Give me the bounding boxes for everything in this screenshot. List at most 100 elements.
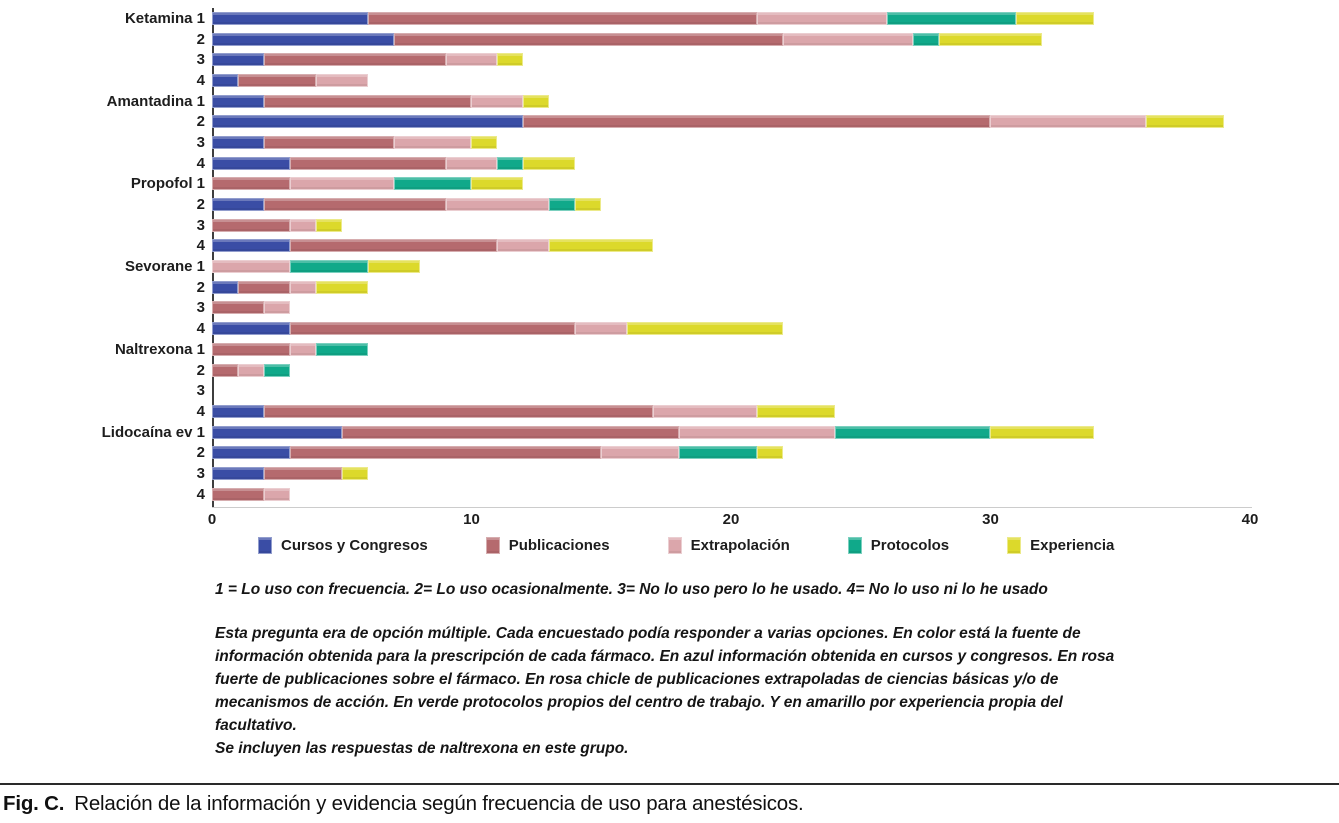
bar-row: 3 [0,132,1339,153]
bar-segment-extrapolacion [756,11,887,25]
bar-row: 4 [0,401,1339,422]
x-tick-label: 20 [722,510,740,528]
figure-caption: Fig. C. Relación de la información y evid… [3,792,804,816]
description-line: fuerte de publicaciones sobre el fármaco… [215,670,1059,688]
description-line: información obtenida para la prescripció… [215,647,1115,665]
category-label: 4 [196,154,205,172]
bar-segment-extrapolacion [679,425,835,439]
bar-track [212,322,1250,336]
figure-description: Esta pregunta era de opción múltiple. Ca… [215,622,1339,760]
bar-segment-publicaciones [212,363,238,377]
bar-segment-publicaciones [263,53,446,67]
category-label: Ketamina 1 [124,9,205,27]
category-label: 2 [196,196,205,214]
bar-segment-cursos-y-congresos [212,11,368,25]
description-line: mecanismos de acción. En verde protocolo… [215,693,1063,711]
bar-row: 3 [0,215,1339,236]
bar-segment-extrapolacion [237,363,264,377]
bar-row: 3 [0,49,1339,70]
bar-segment-extrapolacion [289,280,316,294]
bar-segment-experiencia [990,425,1095,439]
bar-row: 2 [0,442,1339,463]
bar-track [212,198,1250,212]
bar-segment-publicaciones [289,239,498,253]
bar-segment-experiencia [938,32,1043,46]
bar-track [212,446,1250,460]
bar-row: 2 [0,111,1339,132]
bar-track [212,260,1250,274]
category-label: 4 [196,71,205,89]
bar-row: Lidocaína ev 1 [0,422,1339,443]
bar-track [212,156,1250,170]
category-label: Sevorane 1 [124,258,205,276]
bar-segment-publicaciones [212,342,290,356]
bar-segment-publicaciones [289,156,446,170]
bar-segment-extrapolacion [212,260,290,274]
bar-row: Amantadina 1 [0,91,1339,112]
bar-segment-cursos-y-congresos [212,425,342,439]
x-tick-label: 30 [982,510,999,528]
legend-label: Publicaciones [508,536,610,554]
bar-segment-cursos-y-congresos [212,446,290,460]
legend-swatch-extrapolacion [667,536,682,554]
bar-segment-cursos-y-congresos [212,322,290,336]
bar-row: 4 [0,236,1339,257]
bar-segment-cursos-y-congresos [212,156,290,170]
bar-track [212,53,1250,67]
bar-segment-experiencia [756,446,783,460]
bar-segment-extrapolacion [990,115,1147,129]
bar-track [212,239,1250,253]
legend-item-publicaciones: Publicaciones [485,536,610,554]
category-label: Amantadina 1 [106,92,205,110]
bar-segment-extrapolacion [782,32,913,46]
bar-segment-publicaciones [212,177,290,191]
category-label: Propofol 1 [130,175,205,193]
bar-track [212,32,1250,46]
bar-segment-publicaciones [393,32,783,46]
category-label: 3 [196,382,205,400]
bar-row: 3 [0,380,1339,401]
bar-segment-protocolos [549,198,576,212]
category-label: 4 [196,485,205,503]
bar-segment-experiencia [471,135,498,149]
bar-segment-extrapolacion [445,53,498,67]
legend-swatch-cursos-y-congresos [258,536,272,554]
bar-segment-publicaciones [289,322,576,336]
bar-segment-protocolos [834,425,991,439]
bar-segment-extrapolacion [471,94,524,108]
description-line: facultativo. [215,716,297,734]
bar-segment-cursos-y-congresos [212,32,394,46]
bar-segment-extrapolacion [497,239,550,253]
legend-swatch-publicaciones [485,536,500,554]
bar-segment-experiencia [1016,11,1095,25]
bar-track [212,363,1250,377]
bar-track [212,94,1250,108]
bar-segment-experiencia [627,322,783,336]
category-label: 2 [196,444,205,462]
bar-segment-publicaciones [237,280,290,294]
legend-swatch-experiencia [1007,536,1022,554]
bar-segment-protocolos [315,342,368,356]
bar-track [212,73,1250,87]
bar-segment-experiencia [315,218,342,232]
y-axis-line [212,8,214,508]
category-label: 4 [196,402,205,420]
description-lines-container: Esta pregunta era de opción múltiple. Ca… [215,622,1339,737]
bar-row: 4 [0,153,1339,174]
bar-row: 4 [0,70,1339,91]
bar-segment-protocolos [263,363,290,377]
category-label: Naltrexona 1 [114,340,205,358]
chart-legend: Cursos y Congresos Publicaciones Extrapola… [258,536,1339,554]
bar-segment-experiencia [523,94,550,108]
bar-track [212,404,1250,418]
bar-segment-publicaciones [263,135,394,149]
category-label: 4 [196,320,205,338]
bar-segment-publicaciones [212,301,264,315]
x-axis-baseline [212,507,1252,508]
bar-track [212,301,1250,315]
x-tick-label: 40 [1241,510,1259,528]
bar-segment-experiencia [549,239,654,253]
bar-segment-extrapolacion [289,342,316,356]
bar-segment-experiencia [497,53,524,67]
bar-segment-cursos-y-congresos [212,280,238,294]
